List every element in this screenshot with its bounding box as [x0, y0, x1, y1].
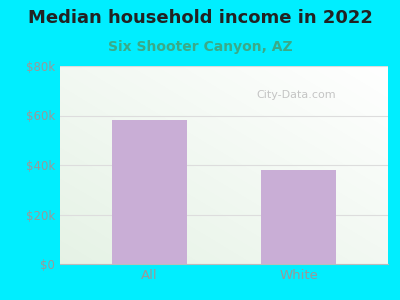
Text: Median household income in 2022: Median household income in 2022 — [28, 9, 372, 27]
Bar — [261, 170, 336, 264]
Bar — [112, 120, 187, 264]
Text: City-Data.com: City-Data.com — [257, 90, 336, 100]
Text: Six Shooter Canyon, AZ: Six Shooter Canyon, AZ — [108, 40, 292, 55]
